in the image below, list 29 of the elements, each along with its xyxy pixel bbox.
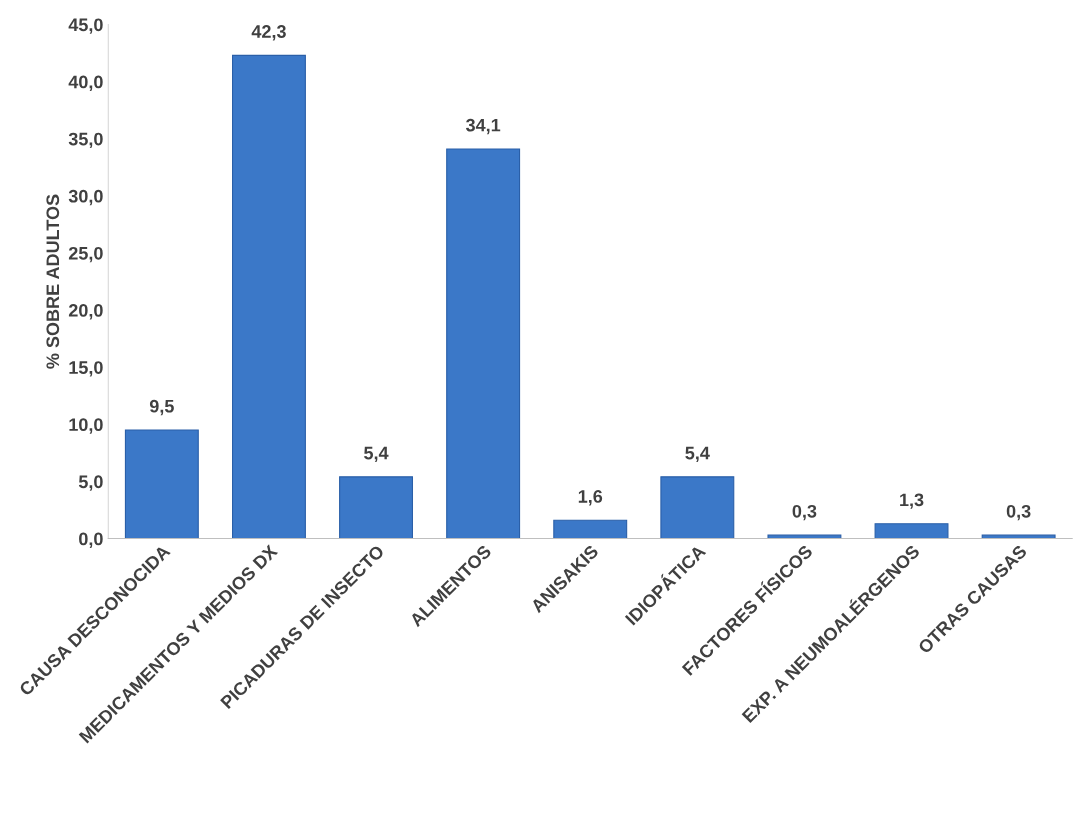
- data-label: 5,4: [685, 446, 710, 463]
- data-label: 42,3: [251, 25, 286, 41]
- y-tick-label: 15,0: [69, 361, 103, 377]
- data-label: 34,1: [465, 118, 501, 135]
- bar: [446, 148, 521, 539]
- data-label: 1,3: [900, 493, 924, 509]
- bar: [553, 519, 628, 539]
- y-tick-label: 10,0: [69, 418, 103, 434]
- y-tick-label: 0,0: [79, 532, 103, 548]
- bar: [339, 476, 414, 539]
- y-axis-title: % SOBRE ADULTOS: [46, 194, 60, 369]
- bar: [660, 476, 735, 539]
- y-tick-label: 5,0: [78, 475, 103, 491]
- y-tick-label: 45,0: [68, 18, 103, 34]
- bar: [767, 534, 842, 539]
- y-tick-label: 20,0: [68, 304, 103, 320]
- y-tick-label: 40,0: [68, 75, 103, 91]
- bar: [231, 54, 306, 539]
- bar: [981, 534, 1056, 539]
- bar: [874, 523, 949, 539]
- y-tick-label: 30,0: [68, 189, 103, 206]
- data-label: 0,3: [1006, 504, 1031, 521]
- data-label: 0,3: [792, 504, 817, 521]
- data-label: 5,4: [364, 446, 389, 463]
- y-tick-label: 35,0: [68, 132, 103, 149]
- data-label: 9,5: [149, 399, 174, 416]
- data-label: 1,6: [578, 490, 603, 506]
- bar: [124, 429, 199, 539]
- y-tick-label: 25,0: [68, 246, 103, 263]
